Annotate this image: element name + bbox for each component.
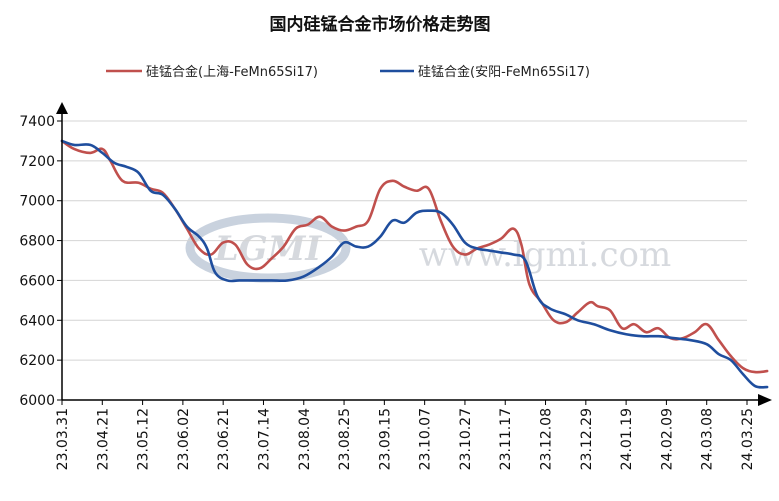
grid: [62, 120, 747, 361]
x-tick-label: 23.06.21: [216, 408, 232, 470]
y-tick-label: 6400: [19, 313, 55, 329]
x-tick-label: 23.07.14: [256, 408, 272, 470]
x-tick-label: 23.03.31: [55, 408, 71, 470]
watermark-text: www.lgmi.com: [419, 235, 671, 275]
x-tick-label: 23.04.21: [95, 408, 111, 470]
legend: 硅锰合金(上海-FeMn65Si17) 硅锰合金(安阳-FeMn65Si17): [106, 64, 590, 80]
x-tick-label: 23.10.27: [458, 408, 474, 470]
x-tick-label: 23.12.29: [579, 408, 595, 470]
x-axis-arrow: [758, 394, 772, 406]
y-axis-arrow: [56, 102, 68, 114]
x-tick-label: 24.01.19: [619, 408, 635, 470]
series: [60, 139, 769, 389]
x-tick-label: 23.05.12: [136, 408, 152, 470]
x-axis-ticks: 23.03.31 23.04.21 23.05.12 23.06.02 23.06.21…: [55, 400, 756, 470]
watermark-logo-ellipse: [185, 213, 351, 283]
axes: [56, 102, 772, 406]
y-axis-ticks: 6000 6200 6400 6600 6800 7000 7200 7400: [19, 114, 62, 409]
x-tick-label: 23.09.15: [377, 408, 393, 470]
y-tick-label: 7000: [19, 194, 55, 210]
x-tick-label: 23.12.08: [539, 408, 555, 470]
x-tick-label: 24.02.09: [659, 408, 675, 470]
y-tick-label: 6000: [19, 393, 55, 409]
x-tick-label: 24.03.08: [700, 408, 716, 470]
x-tick-label: 23.06.02: [176, 408, 192, 470]
series-line-anyang: [60, 139, 769, 389]
y-tick-label: 6200: [19, 353, 55, 369]
x-tick-label: 23.10.07: [418, 408, 434, 470]
x-tick-label: 24.03.25: [740, 408, 756, 470]
x-tick-label: 23.08.04: [297, 408, 313, 470]
watermark: LGMI www.lgmi.com: [185, 213, 671, 283]
y-tick-label: 6600: [19, 273, 55, 289]
y-tick-label: 6800: [19, 234, 55, 250]
legend-label-shanghai: 硅锰合金(上海-FeMn65Si17): [146, 64, 318, 80]
legend-label-anyang: 硅锰合金(安阳-FeMn65Si17): [418, 64, 590, 80]
y-tick-label: 7200: [19, 154, 55, 170]
chart-title: 国内硅锰合金市场价格走势图: [270, 14, 491, 35]
x-tick-label: 23.08.25: [337, 408, 353, 470]
x-tick-label: 23.11.17: [498, 408, 514, 470]
y-tick-label: 7400: [19, 114, 55, 130]
